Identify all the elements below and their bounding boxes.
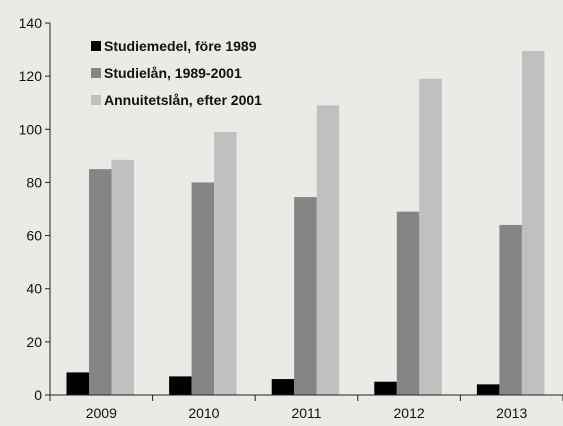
bar-series-0-2013 [476,384,500,395]
axes-group: 0 20 40 60 80 100 120 140 2009 2010 2011 2012 2013 [19,15,563,421]
legend-label-0: Studiemedel, före 1989 [104,38,257,54]
bar-series-1-2009 [89,169,112,395]
legend-swatch-0 [91,41,101,51]
legend-label-1: Studielån, 1989-2001 [104,65,242,81]
legend-swatch-2 [91,95,101,105]
bar-series-1-2010 [191,182,215,395]
bar-series-2-2011 [316,105,340,395]
x-tick-label: 2012 [394,405,425,421]
x-tick-label: 2011 [291,405,321,421]
y-tick-label: 60 [26,228,42,244]
y-tick-label: 140 [19,15,43,31]
y-tick-label: 80 [26,174,42,190]
y-tick-label: 0 [34,387,42,403]
bar-series-0-2009 [66,372,89,395]
bar-series-0-2010 [169,376,192,395]
bar-series-0-2012 [374,381,397,395]
bar-series-2-2010 [214,131,237,395]
y-tick-label: 120 [19,68,43,84]
bar-series-0-2011 [271,379,295,395]
bar-series-2-2009 [111,159,134,395]
x-tick-label: 2009 [86,405,117,421]
y-tick-label: 100 [19,121,43,137]
bar-series-1-2012 [396,211,420,395]
legend: Studiemedel, före 1989 Studielån, 1989-20… [91,38,262,108]
bar-series-2-2013 [521,50,545,396]
legend-swatch-1 [91,68,101,78]
x-tick-label: 2013 [496,405,527,421]
bars-group [66,50,545,396]
bar-series-1-2011 [294,197,317,395]
x-tick-label: 2010 [188,405,219,421]
y-tick-label: 40 [26,281,42,297]
y-tick-label: 20 [26,334,42,350]
legend-label-2: Annuitetslån, efter 2001 [104,92,262,108]
bar-series-1-2013 [499,224,522,395]
bar-series-2-2012 [419,78,442,396]
